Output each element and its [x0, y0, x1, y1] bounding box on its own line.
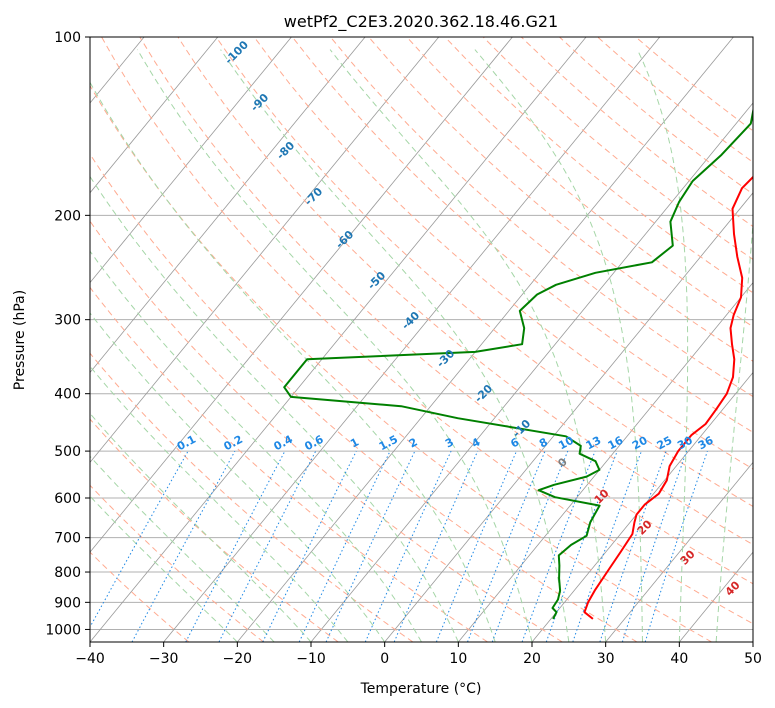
moist-adiabat	[329, 49, 607, 642]
mixing-ratio-line	[262, 450, 357, 642]
dry-adiabat	[177, 37, 753, 546]
mixing-ratio-line	[621, 450, 688, 642]
y-tick-label: 700	[54, 531, 81, 547]
moist-adiabat	[90, 455, 275, 642]
dry-adiabat	[215, 37, 753, 507]
mixing-ratio-line	[218, 450, 317, 642]
mixing-ratio-label: 16	[606, 434, 626, 453]
x-tick-label: −20	[223, 651, 253, 667]
isotherm-line	[310, 102, 753, 642]
isotherm-line	[163, 37, 661, 642]
moist-adiabat	[90, 412, 312, 642]
mixing-ratio-label: 20	[630, 434, 650, 453]
x-tick-label: 10	[449, 651, 467, 667]
mixing-ratio-line	[467, 450, 546, 642]
y-tick-label: 200	[54, 208, 81, 224]
moist-adiabat	[90, 495, 238, 642]
mixing-ratio-line	[393, 450, 479, 642]
data-series	[283, 106, 753, 620]
y-tick-label: 600	[54, 491, 81, 507]
y-tick-label: 300	[54, 313, 81, 329]
chart-title: wetPf2_C2E3.2020.362.18.46.G21	[284, 12, 558, 32]
y-tick-label: 900	[54, 595, 81, 611]
isotherm-line	[605, 461, 753, 642]
dry-adiabat	[90, 484, 264, 642]
y-tick-label: 1000	[45, 622, 81, 638]
plot-frame	[89, 36, 754, 643]
x-tick-label: −10	[296, 651, 326, 667]
x-axis-label: Temperature (°C)	[360, 681, 482, 697]
mixing-ratio-line	[364, 450, 452, 642]
mixing-ratio-line	[491, 450, 569, 642]
dry-adiabat	[292, 37, 753, 433]
isotherm-line	[90, 37, 513, 553]
x-tick-label: 20	[523, 651, 541, 667]
moist-adiabat	[474, 49, 643, 642]
moist-adiabat	[715, 216, 753, 642]
x-tick-label: −30	[149, 651, 179, 667]
moist-adiabat	[636, 49, 689, 642]
isotherm-line	[90, 37, 366, 374]
x-tick-label: 30	[597, 651, 615, 667]
y-tick-label: 800	[54, 565, 81, 581]
moist-adiabat	[136, 49, 533, 642]
moist-adiabat	[90, 365, 349, 642]
mixing-ratio-label: 30	[675, 434, 695, 453]
temperature-line	[583, 175, 753, 620]
isotherm-line	[90, 37, 440, 463]
dry-adiabat	[90, 153, 638, 642]
mixing-ratio-line	[599, 450, 667, 642]
moist-adiabat	[90, 175, 459, 642]
x-tick-label: 0	[380, 651, 389, 667]
mixing-ratio-line	[435, 450, 517, 642]
mixing-ratio-label: 13	[584, 434, 604, 453]
moist-adiabat	[90, 81, 496, 642]
x-tick-label: −40	[75, 651, 105, 667]
mixing-ratio-line	[572, 450, 642, 642]
dry-adiabat	[90, 551, 190, 642]
background-lines	[90, 37, 753, 642]
mixing-ratio-label: 10	[556, 434, 576, 453]
moist-adiabat	[90, 250, 422, 642]
mixing-ratio-line	[131, 450, 236, 642]
mixing-ratio-line	[521, 450, 596, 642]
mixing-ratio-line	[545, 450, 618, 642]
isotherm-line	[90, 37, 219, 194]
isotherm-line	[531, 371, 753, 642]
dry-adiabat	[90, 286, 488, 642]
dewpoint-line	[283, 106, 753, 620]
x-tick-label: 40	[670, 651, 688, 667]
isotherm-line	[384, 192, 753, 642]
dry-adiabat	[90, 352, 414, 642]
dry-adiabat	[90, 84, 712, 642]
isotherm-line	[458, 282, 753, 642]
y-axis: 100 200 300 400 500 600 700 800 900 1000	[45, 30, 90, 638]
mixing-ratio-line	[90, 450, 189, 629]
moist-adiabat	[90, 312, 386, 642]
isotherm-line	[237, 37, 734, 642]
x-axis: −40 −30 −20 −10 0 10 20 30 40 50	[75, 642, 762, 667]
mixing-ratio-label: 25	[655, 434, 675, 453]
moist-adiabat	[220, 49, 570, 642]
y-axis-label: Pressure (hPa)	[12, 290, 28, 390]
dry-adiabat	[253, 37, 753, 470]
y-tick-label: 100	[54, 30, 81, 46]
dry-adiabat	[90, 220, 563, 642]
y-tick-label: 400	[54, 387, 81, 403]
dry-adiabat	[330, 37, 753, 398]
mixing-ratio-label: 36	[696, 434, 716, 453]
y-tick-label: 500	[54, 444, 81, 460]
mixing-ratio-line	[644, 450, 708, 642]
x-tick-label: 50	[744, 651, 762, 667]
isotherm-line	[90, 37, 292, 284]
dry-adiabat	[90, 418, 339, 642]
